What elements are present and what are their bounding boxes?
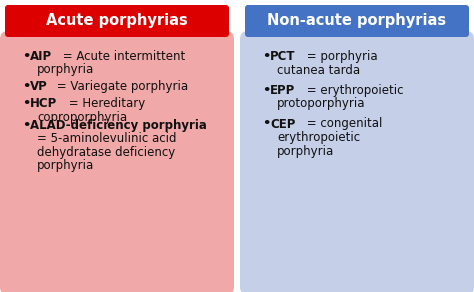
Text: = 5-aminolevulinic acid: = 5-aminolevulinic acid [37, 132, 176, 145]
Text: •: • [262, 117, 270, 131]
FancyBboxPatch shape [5, 5, 229, 37]
Text: Non-acute porphyrias: Non-acute porphyrias [267, 13, 447, 29]
Text: •: • [22, 97, 30, 110]
Text: •: • [22, 50, 30, 63]
Text: porphyria: porphyria [37, 159, 94, 172]
Text: VP: VP [30, 80, 48, 93]
Text: ALAD-deficiency porphyria: ALAD-deficiency porphyria [30, 119, 207, 132]
Text: EPP: EPP [270, 84, 295, 97]
Text: porphyria: porphyria [277, 145, 334, 157]
Text: AIP: AIP [30, 50, 52, 63]
Text: = porphyria: = porphyria [303, 50, 377, 63]
Text: protoporphyria: protoporphyria [277, 97, 365, 110]
Text: = Acute intermittent: = Acute intermittent [59, 50, 185, 63]
Text: •: • [262, 84, 270, 97]
Text: CEP: CEP [270, 117, 295, 131]
Text: erythropoietic: erythropoietic [277, 131, 360, 144]
Text: = Variegate porphyria: = Variegate porphyria [53, 80, 188, 93]
Text: •: • [22, 119, 30, 132]
Text: •: • [22, 80, 30, 93]
Text: = congenital: = congenital [303, 117, 382, 131]
FancyBboxPatch shape [245, 5, 469, 37]
Text: dehydratase deficiency: dehydratase deficiency [37, 146, 175, 159]
FancyBboxPatch shape [0, 31, 234, 292]
Text: •: • [262, 50, 270, 63]
Text: PCT: PCT [270, 50, 295, 63]
Text: = Hereditary: = Hereditary [65, 97, 146, 110]
Text: porphyria: porphyria [37, 63, 94, 77]
Text: HCP: HCP [30, 97, 57, 110]
FancyBboxPatch shape [240, 31, 474, 292]
Text: Acute porphyrias: Acute porphyrias [46, 13, 188, 29]
Text: = erythropoietic: = erythropoietic [302, 84, 403, 97]
Text: cutanea tarda: cutanea tarda [277, 63, 360, 77]
Text: coproporphyria: coproporphyria [37, 111, 127, 124]
